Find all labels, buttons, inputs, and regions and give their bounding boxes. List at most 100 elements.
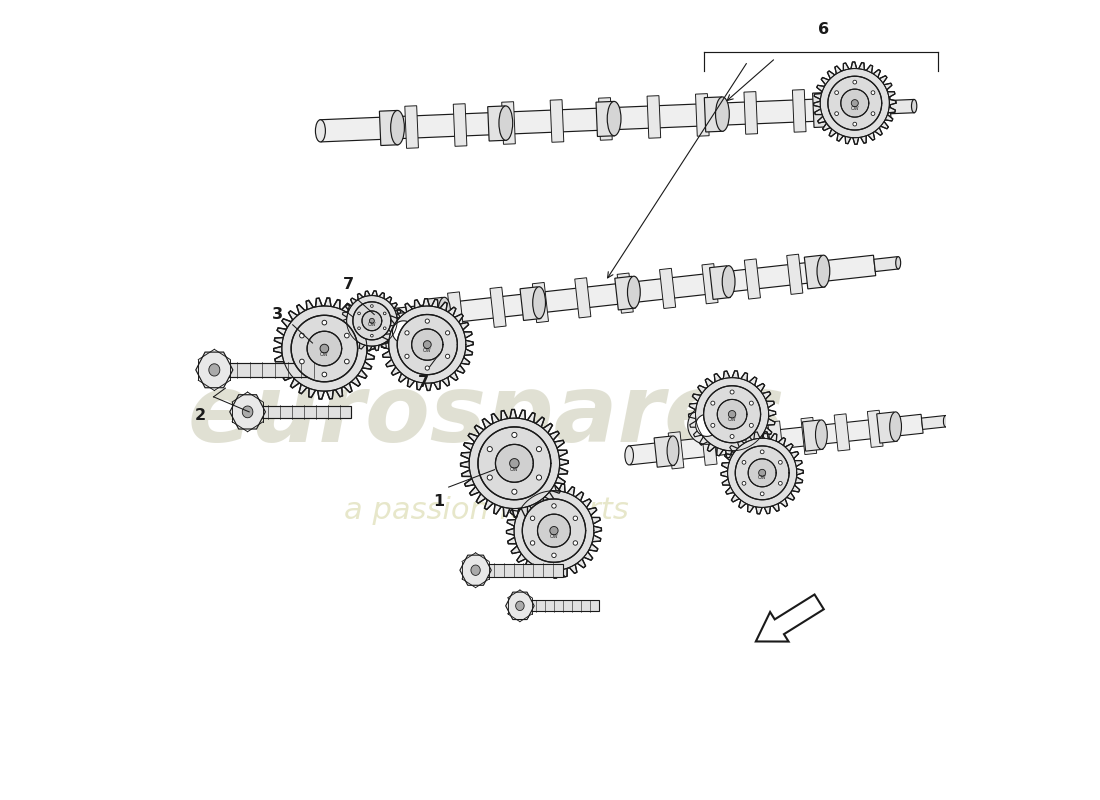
Polygon shape	[596, 102, 615, 137]
Polygon shape	[851, 100, 858, 106]
Polygon shape	[779, 461, 782, 464]
Polygon shape	[461, 410, 569, 517]
Polygon shape	[792, 90, 806, 132]
Ellipse shape	[944, 415, 948, 427]
Polygon shape	[735, 425, 750, 462]
Polygon shape	[689, 370, 776, 458]
Ellipse shape	[371, 310, 381, 331]
Polygon shape	[550, 100, 564, 142]
Text: 2: 2	[195, 408, 206, 423]
Text: 1: 1	[433, 494, 444, 510]
Polygon shape	[209, 364, 220, 376]
Polygon shape	[384, 327, 386, 330]
Polygon shape	[704, 386, 760, 442]
Text: eurospares: eurospares	[188, 370, 785, 462]
Polygon shape	[759, 470, 766, 476]
Polygon shape	[840, 89, 869, 117]
Text: a passion for parts: a passion for parts	[344, 496, 629, 526]
Polygon shape	[230, 394, 265, 429]
Polygon shape	[307, 331, 342, 366]
Polygon shape	[537, 446, 541, 452]
Polygon shape	[490, 287, 506, 327]
Polygon shape	[470, 418, 560, 509]
Polygon shape	[371, 334, 373, 337]
Polygon shape	[382, 298, 473, 390]
Polygon shape	[405, 106, 418, 148]
Polygon shape	[256, 406, 352, 418]
Polygon shape	[871, 90, 874, 94]
Ellipse shape	[627, 276, 640, 308]
Polygon shape	[484, 564, 563, 577]
Ellipse shape	[316, 120, 326, 142]
Polygon shape	[446, 330, 450, 335]
Polygon shape	[512, 432, 517, 438]
Polygon shape	[704, 97, 723, 132]
Polygon shape	[803, 420, 823, 451]
Ellipse shape	[741, 428, 754, 458]
Text: 7: 7	[418, 374, 429, 390]
Polygon shape	[749, 423, 754, 427]
Polygon shape	[388, 306, 466, 383]
Text: OW: OW	[367, 322, 376, 326]
Ellipse shape	[532, 286, 546, 318]
Text: 6: 6	[817, 22, 828, 38]
Polygon shape	[299, 334, 305, 338]
Polygon shape	[717, 399, 747, 429]
Polygon shape	[487, 475, 493, 480]
Polygon shape	[528, 600, 598, 611]
Polygon shape	[358, 327, 361, 330]
Polygon shape	[424, 341, 431, 349]
Polygon shape	[223, 362, 327, 377]
Polygon shape	[786, 254, 803, 294]
Polygon shape	[478, 558, 484, 582]
Polygon shape	[353, 302, 390, 340]
Polygon shape	[745, 259, 760, 299]
Polygon shape	[668, 432, 684, 469]
Polygon shape	[322, 372, 327, 377]
Polygon shape	[720, 432, 803, 514]
Polygon shape	[828, 76, 882, 130]
Polygon shape	[617, 273, 634, 314]
Polygon shape	[471, 565, 481, 575]
Polygon shape	[322, 320, 327, 325]
Polygon shape	[768, 421, 783, 458]
Polygon shape	[530, 541, 535, 545]
Ellipse shape	[607, 102, 621, 136]
Polygon shape	[405, 330, 409, 335]
Polygon shape	[702, 264, 718, 304]
Polygon shape	[695, 378, 769, 451]
Polygon shape	[852, 80, 857, 84]
Polygon shape	[779, 482, 782, 486]
Polygon shape	[538, 514, 571, 547]
Polygon shape	[487, 446, 493, 452]
Polygon shape	[868, 410, 883, 447]
Polygon shape	[760, 492, 764, 496]
Polygon shape	[196, 352, 233, 388]
Polygon shape	[835, 90, 838, 94]
Polygon shape	[320, 96, 891, 142]
Polygon shape	[804, 255, 825, 289]
Ellipse shape	[625, 446, 634, 465]
Text: 7: 7	[342, 278, 354, 292]
Polygon shape	[742, 461, 746, 464]
Polygon shape	[292, 315, 358, 382]
Ellipse shape	[438, 298, 451, 329]
Polygon shape	[760, 450, 764, 454]
Polygon shape	[730, 434, 734, 438]
Polygon shape	[550, 526, 558, 534]
Polygon shape	[299, 359, 305, 364]
Polygon shape	[532, 282, 549, 322]
Polygon shape	[516, 601, 525, 610]
Polygon shape	[814, 62, 896, 144]
Ellipse shape	[815, 420, 827, 450]
Polygon shape	[446, 354, 450, 358]
Polygon shape	[573, 541, 578, 545]
Polygon shape	[871, 112, 874, 115]
Polygon shape	[448, 292, 464, 332]
Polygon shape	[426, 319, 429, 323]
Polygon shape	[370, 318, 374, 323]
Polygon shape	[552, 553, 557, 558]
Polygon shape	[615, 276, 636, 310]
Polygon shape	[385, 313, 422, 351]
Polygon shape	[242, 406, 253, 418]
